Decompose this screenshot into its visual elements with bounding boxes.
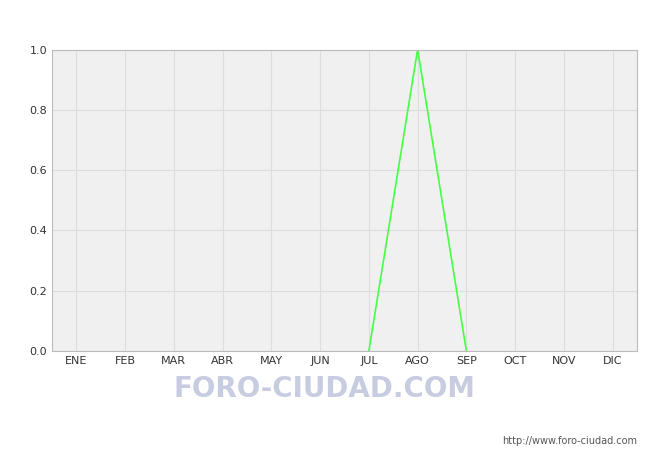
- Text: Matriculaciones de Vehiculos en Castrojimeno: Matriculaciones de Vehiculos en Castroji…: [135, 11, 515, 29]
- Text: http://www.foro-ciudad.com: http://www.foro-ciudad.com: [502, 436, 637, 446]
- Text: FORO-CIUDAD.COM: FORO-CIUDAD.COM: [174, 375, 476, 403]
